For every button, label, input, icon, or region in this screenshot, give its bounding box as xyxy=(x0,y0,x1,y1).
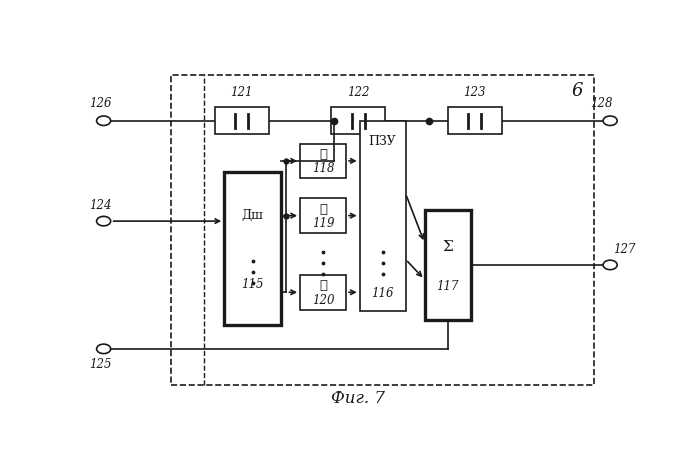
Text: Фиг. 7: Фиг. 7 xyxy=(331,390,385,407)
Bar xyxy=(424,210,470,319)
Bar xyxy=(300,144,346,178)
Text: 124: 124 xyxy=(89,199,112,212)
Bar xyxy=(300,275,346,310)
Bar xyxy=(331,107,385,135)
Circle shape xyxy=(603,260,617,270)
Circle shape xyxy=(603,116,617,126)
Text: 125: 125 xyxy=(89,358,112,371)
Text: 126: 126 xyxy=(89,97,112,110)
Text: 122: 122 xyxy=(347,86,370,99)
Text: 115: 115 xyxy=(241,279,264,292)
Text: 121: 121 xyxy=(231,86,253,99)
Bar xyxy=(171,75,594,385)
Circle shape xyxy=(96,344,110,354)
Text: 116: 116 xyxy=(371,287,394,300)
Text: 6: 6 xyxy=(572,82,583,100)
Text: Σ: Σ xyxy=(442,240,453,254)
Circle shape xyxy=(96,116,110,126)
Bar xyxy=(224,172,281,325)
Text: 119: 119 xyxy=(312,217,334,230)
Circle shape xyxy=(96,216,110,226)
Text: 128: 128 xyxy=(591,97,613,110)
Text: ПЗУ: ПЗУ xyxy=(369,136,396,148)
Text: 120: 120 xyxy=(312,294,334,307)
Text: 117: 117 xyxy=(436,280,459,293)
Bar xyxy=(300,198,346,233)
Text: ℓ: ℓ xyxy=(319,279,327,292)
Bar xyxy=(359,121,405,310)
Bar xyxy=(447,107,502,135)
Text: ℓ: ℓ xyxy=(319,202,327,216)
Text: 127: 127 xyxy=(613,243,635,256)
Text: Дш: Дш xyxy=(242,209,264,222)
Text: 118: 118 xyxy=(312,163,334,175)
Text: ℓ: ℓ xyxy=(319,148,327,161)
Text: 123: 123 xyxy=(463,86,486,99)
Bar xyxy=(215,107,269,135)
